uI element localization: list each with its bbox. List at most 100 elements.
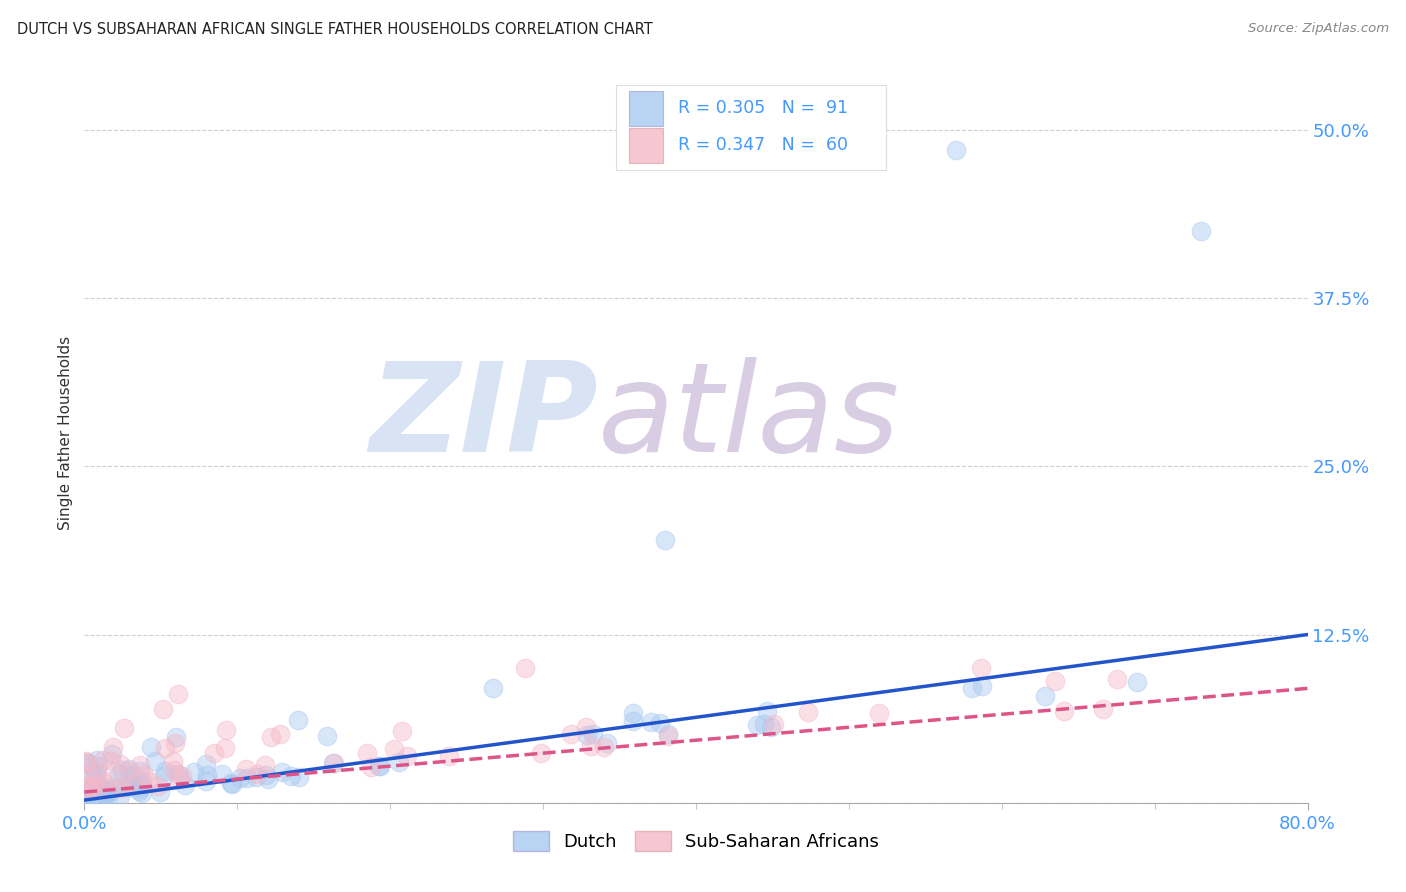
Point (360, 759, 382, 773)
Point (76, 781, 98, 796)
Point (1189, 224, 1212, 238)
Point (129, 778, 152, 792)
Point (174, 778, 197, 792)
Point (166, 687, 188, 701)
Text: atlas: atlas (598, 358, 900, 478)
Point (75, 756, 97, 770)
Point (167, 771, 190, 785)
Point (121, 768, 143, 782)
Point (101, 780, 124, 794)
Point (530, 746, 553, 760)
Point (195, 774, 218, 789)
Point (257, 772, 280, 786)
Point (1053, 704, 1076, 718)
Point (110, 763, 132, 777)
Point (368, 759, 391, 773)
Point (108, 789, 131, 804)
Point (246, 767, 269, 781)
Point (759, 720, 782, 734)
Point (118, 780, 141, 794)
Text: DUTCH VS SUBSAHARAN AFRICAN SINGLE FATHER HOUSEHOLDS CORRELATION CHART: DUTCH VS SUBSAHARAN AFRICAN SINGLE FATHE… (17, 22, 652, 37)
Point (153, 764, 176, 779)
Point (110, 780, 132, 795)
Point (117, 764, 139, 778)
Point (945, 143, 967, 157)
Point (754, 717, 776, 731)
Point (868, 706, 890, 721)
Y-axis label: Single Father Households: Single Father Households (58, 335, 73, 530)
Point (382, 742, 405, 756)
Point (86, 784, 108, 798)
Point (77, 756, 100, 770)
Point (128, 784, 150, 798)
Point (97, 789, 120, 804)
Point (245, 770, 267, 784)
Text: ZIP: ZIP (370, 358, 598, 478)
Point (86, 753, 108, 767)
Point (167, 767, 190, 781)
Point (172, 769, 194, 783)
Point (797, 705, 820, 719)
Point (621, 706, 644, 720)
Point (79, 778, 101, 792)
Point (138, 773, 160, 788)
Point (153, 768, 176, 782)
Point (94, 787, 117, 801)
Point (229, 771, 252, 785)
Point (143, 754, 166, 768)
Point (79, 764, 101, 779)
Point (76, 780, 98, 795)
Point (315, 729, 337, 743)
Point (128, 757, 150, 772)
Point (75, 791, 97, 805)
Point (271, 764, 294, 779)
Point (86, 776, 108, 790)
Point (621, 714, 644, 728)
Point (322, 756, 344, 770)
Point (96, 786, 118, 800)
Point (146, 779, 169, 793)
Point (195, 768, 218, 782)
Text: R = 0.305   N =  91: R = 0.305 N = 91 (678, 99, 848, 118)
Point (640, 715, 662, 730)
Point (391, 724, 413, 739)
Point (118, 776, 141, 790)
Point (593, 739, 616, 754)
Point (970, 661, 993, 675)
Point (215, 723, 238, 738)
Point (131, 774, 153, 789)
Point (79, 780, 101, 795)
Point (112, 721, 135, 735)
Point (118, 776, 141, 790)
Point (87, 781, 110, 796)
Text: R = 0.347   N =  60: R = 0.347 N = 60 (678, 136, 848, 154)
Point (86, 780, 108, 795)
Point (132, 767, 155, 781)
Point (91, 775, 114, 789)
Point (960, 681, 983, 695)
Point (163, 736, 186, 750)
Point (1091, 702, 1114, 716)
Point (254, 768, 277, 782)
Point (76, 756, 98, 771)
Point (260, 731, 283, 745)
Point (280, 769, 302, 783)
Point (131, 786, 153, 800)
Point (163, 763, 186, 777)
Point (83, 768, 105, 782)
Point (648, 716, 671, 731)
Point (155, 740, 177, 755)
Point (1033, 689, 1056, 703)
Point (91, 784, 114, 798)
Point (82, 780, 104, 795)
Point (219, 775, 242, 789)
Point (437, 748, 460, 763)
Point (202, 747, 225, 761)
Point (76, 789, 98, 803)
Point (323, 756, 346, 771)
Point (755, 704, 778, 718)
Point (101, 747, 124, 762)
Point (79, 769, 101, 783)
Point (87, 785, 110, 799)
Point (129, 781, 152, 796)
